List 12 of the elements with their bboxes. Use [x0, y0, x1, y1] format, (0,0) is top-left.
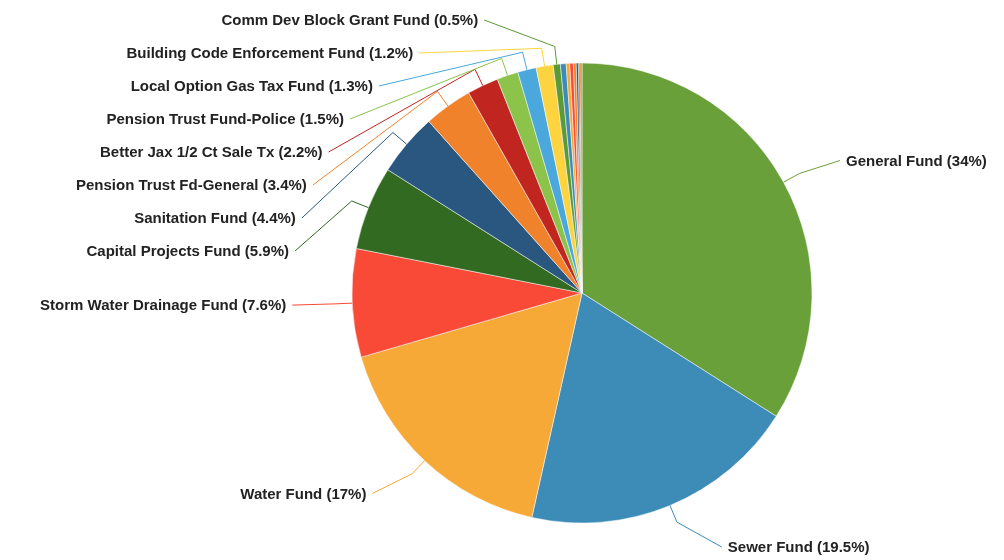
slice-label: Capital Projects Fund (5.9%) — [86, 242, 290, 260]
slice-label: Sewer Fund (19.5%) — [727, 538, 870, 556]
slice-label: General Fund (34%) — [845, 151, 987, 169]
slice-label: Local Option Gas Tax Fund (1.3%) — [130, 77, 373, 95]
slice-label: Storm Water Drainage Fund (7.6%) — [40, 296, 287, 314]
slice-label: Pension Trust Fund-Police (1.5%) — [106, 110, 344, 128]
slice-label: Comm Dev Block Grant Fund (0.5%) — [221, 11, 479, 29]
slice-label: Water Fund (17%) — [240, 484, 367, 502]
slice-label: Building Code Enforcement Fund (1.2%) — [126, 44, 414, 62]
slice-label: Pension Trust Fd-General (3.4%) — [75, 176, 307, 194]
slice-label: Better Jax 1/2 Ct Sale Tx (2.2%) — [99, 143, 323, 161]
slice-label: Sanitation Fund (4.4%) — [134, 209, 296, 227]
